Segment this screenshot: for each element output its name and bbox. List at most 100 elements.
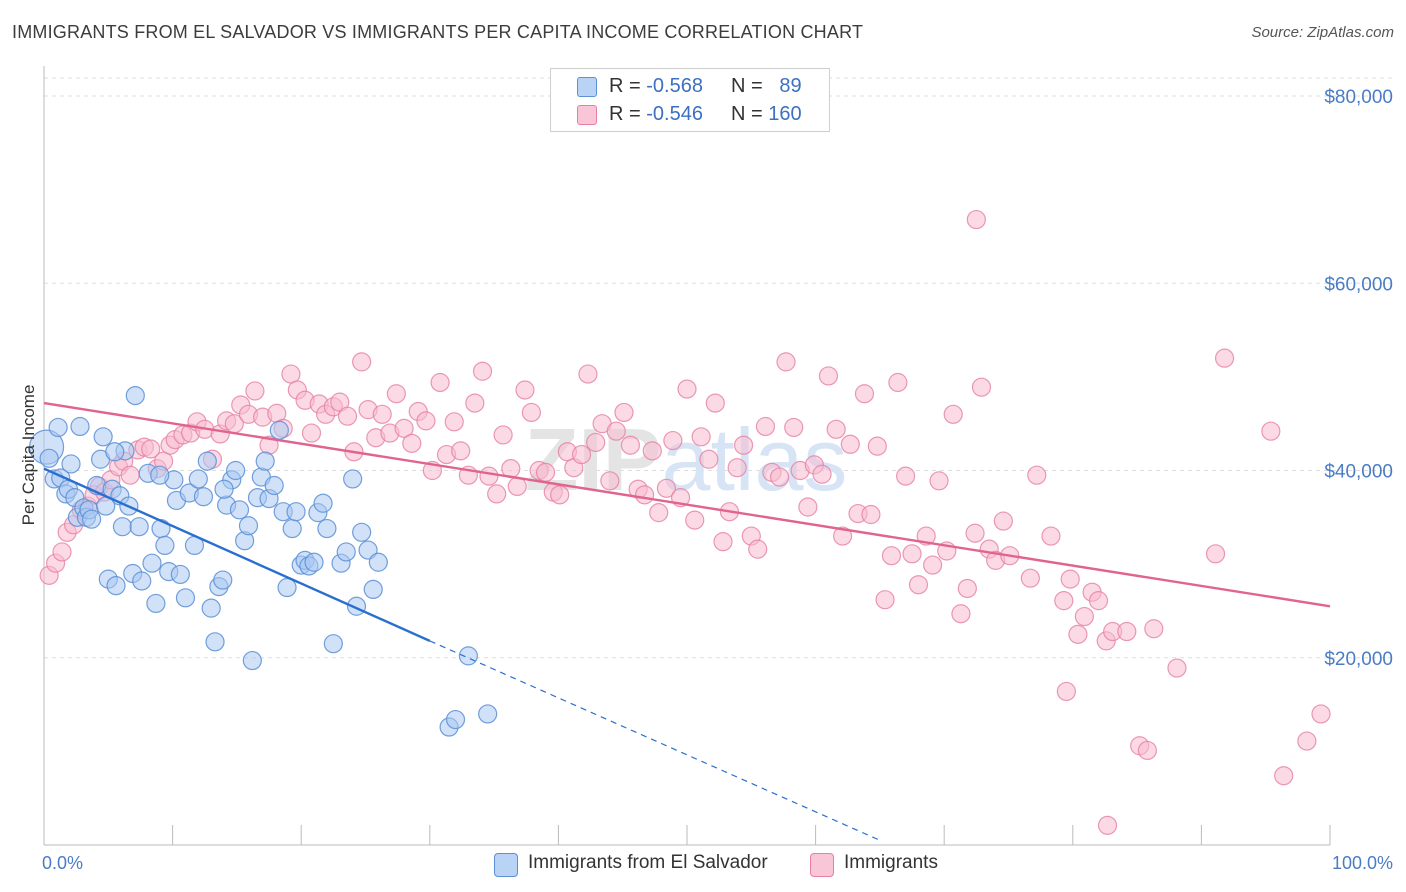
data-point-immigrants — [521, 402, 541, 423]
data-point-immigrants — [1097, 815, 1118, 835]
data-point-immigrants — [1088, 591, 1109, 611]
data-point-immigrants — [402, 433, 422, 453]
data-point-immigrants — [472, 361, 493, 381]
data-point-el-salvador — [478, 704, 498, 724]
data-point-el-salvador — [313, 493, 333, 513]
data-point-immigrants — [1054, 591, 1074, 611]
data-point-immigrants — [685, 510, 705, 530]
data-point-immigrants — [705, 393, 725, 413]
data-point-el-salvador — [229, 500, 250, 520]
data-point-immigrants — [586, 432, 606, 453]
legend-swatch-blue — [577, 77, 597, 97]
data-point-immigrants — [1167, 658, 1187, 678]
data-point-immigrants — [908, 575, 929, 595]
data-point-immigrants — [515, 380, 535, 400]
data-point-el-salvador — [317, 518, 337, 539]
data-point-el-salvador — [238, 516, 259, 536]
data-point-immigrants — [614, 402, 634, 423]
data-point-el-salvador — [226, 460, 246, 481]
data-point-immigrants — [875, 590, 895, 610]
data-point-el-salvador — [269, 420, 289, 440]
data-point-el-salvador — [343, 469, 363, 489]
data-point-el-salvador — [205, 632, 225, 652]
data-point-immigrants — [677, 379, 697, 399]
y-tick-label: $60,000 — [1324, 274, 1393, 295]
data-point-el-salvador — [125, 386, 145, 406]
trendlines — [43, 401, 1331, 841]
data-point-immigrants — [748, 539, 768, 559]
data-point-el-salvador — [48, 417, 68, 438]
data-point-immigrants — [727, 458, 747, 478]
data-point-el-salvador — [106, 576, 126, 596]
legend-r-label: R = -0.568 — [609, 75, 703, 97]
data-point-el-salvador — [132, 571, 152, 591]
data-point-immigrants — [1060, 569, 1080, 589]
series-el-salvador — [28, 386, 498, 737]
data-point-el-salvador — [170, 564, 190, 585]
data-point-immigrants — [578, 364, 598, 384]
data-point-immigrants — [141, 439, 161, 459]
data-point-immigrants — [337, 406, 358, 426]
data-point-el-salvador — [242, 650, 262, 671]
y-tick-label: $80,000 — [1324, 87, 1393, 108]
data-point-immigrants — [965, 523, 985, 543]
data-point-immigrants — [394, 418, 414, 438]
data-point-immigrants — [1261, 421, 1281, 441]
data-point-immigrants — [451, 441, 471, 461]
data-point-immigrants — [833, 526, 853, 546]
legend-r-value: -0.546 — [646, 103, 703, 125]
data-point-immigrants — [301, 423, 322, 443]
data-point-immigrants — [120, 465, 140, 485]
legend-r-value: -0.568 — [646, 75, 703, 97]
data-point-immigrants — [1020, 568, 1040, 588]
data-point-el-salvador — [213, 570, 233, 590]
data-point-el-salvador — [70, 416, 90, 437]
data-point-immigrants — [656, 478, 677, 498]
data-point-immigrants — [966, 209, 986, 230]
data-point-immigrants — [281, 364, 301, 384]
data-point-immigrants — [430, 372, 450, 393]
trendline-el-salvador — [43, 467, 431, 642]
data-point-el-salvador — [368, 552, 388, 572]
data-point-el-salvador — [151, 518, 171, 539]
data-point-immigrants — [606, 421, 626, 441]
data-point-immigrants — [620, 435, 641, 455]
data-point-immigrants — [1068, 624, 1088, 644]
data-point-el-salvador — [39, 448, 59, 468]
data-point-immigrants — [769, 467, 790, 487]
data-point-el-salvador — [352, 522, 372, 542]
data-point-immigrants — [798, 497, 818, 517]
data-point-el-salvador — [286, 502, 306, 522]
data-point-el-salvador — [155, 535, 175, 556]
data-point-immigrants — [1117, 621, 1137, 642]
data-point-immigrants — [245, 381, 265, 401]
data-point-immigrants — [929, 471, 949, 491]
x-tick-label-max: 100.0% — [1332, 853, 1393, 873]
data-point-immigrants — [699, 449, 719, 469]
data-point-immigrants — [755, 416, 776, 437]
legend-n-label: N = 89 — [731, 75, 802, 97]
chart-title: IMMIGRANTS FROM EL SALVADOR VS IMMIGRANT… — [12, 22, 864, 42]
data-point-el-salvador — [323, 634, 343, 654]
data-point-el-salvador — [105, 442, 125, 462]
data-point-immigrants — [943, 404, 963, 424]
data-point-immigrants — [691, 427, 711, 447]
data-point-immigrants — [1137, 740, 1157, 761]
bottom-legend-swatch-pink — [810, 853, 834, 877]
x-tick-label-min: 0.0% — [42, 853, 83, 873]
data-point-immigrants — [600, 471, 620, 491]
data-point-immigrants — [971, 377, 992, 397]
data-point-el-salvador — [201, 598, 221, 618]
trendline-el-salvador-extension — [429, 640, 881, 841]
data-point-immigrants — [818, 366, 839, 386]
data-point-el-salvador — [150, 465, 170, 485]
data-point-immigrants — [550, 485, 570, 505]
data-point-el-salvador — [363, 579, 383, 600]
data-point-immigrants — [1041, 526, 1061, 546]
data-point-immigrants — [854, 384, 875, 404]
data-point-immigrants — [881, 546, 902, 566]
data-point-el-salvador — [188, 469, 208, 489]
data-point-immigrants — [713, 532, 733, 552]
data-point-el-salvador — [112, 517, 133, 537]
